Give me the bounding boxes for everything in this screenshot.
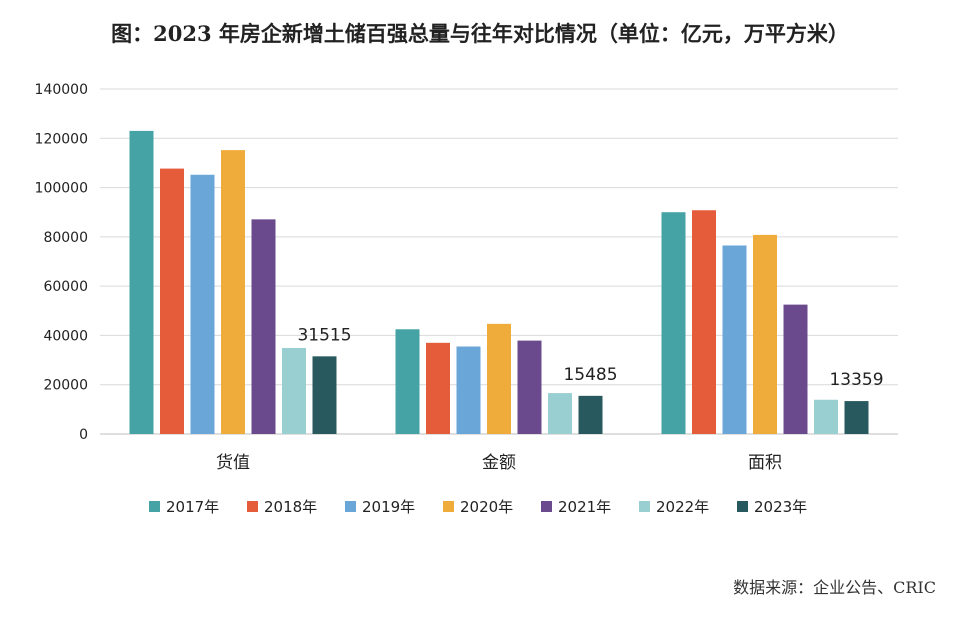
bar xyxy=(814,399,838,434)
bar xyxy=(190,174,215,434)
y-tick-label: 80000 xyxy=(43,230,88,246)
chart-title: 图：2023 年房企新增土储百强总量与往年对比情况（单位：亿元，万平方米） xyxy=(111,21,849,46)
y-tick-label: 100000 xyxy=(35,181,88,197)
bar xyxy=(426,342,450,434)
y-tick-label: 120000 xyxy=(35,131,88,147)
legend-swatch xyxy=(149,501,160,512)
bar xyxy=(221,150,245,434)
bar xyxy=(722,245,747,434)
legend-swatch xyxy=(737,501,748,512)
bar xyxy=(692,210,716,434)
data-label: 31515 xyxy=(297,325,351,345)
y-tick-label: 40000 xyxy=(43,328,88,344)
source-note: 数据来源：企业公告、CRIC xyxy=(733,578,936,597)
legend-label: 2021年 xyxy=(558,498,611,516)
bar xyxy=(487,323,511,434)
legend-swatch xyxy=(247,501,258,512)
bar xyxy=(251,219,276,434)
legend-label: 2020年 xyxy=(460,498,513,516)
bar xyxy=(753,234,777,434)
bar xyxy=(312,356,337,434)
legend-label: 2018年 xyxy=(264,498,317,516)
bar xyxy=(783,304,808,434)
legend-label: 2023年 xyxy=(754,498,807,516)
bar xyxy=(456,346,481,434)
x-category-label: 货值 xyxy=(216,453,250,473)
data-label: 15485 xyxy=(563,365,617,385)
bar xyxy=(282,347,306,434)
legend-label: 2017年 xyxy=(166,498,219,516)
y-tick-label: 60000 xyxy=(43,279,88,295)
legend-swatch xyxy=(443,501,454,512)
bar xyxy=(160,168,184,434)
legend-label: 2019年 xyxy=(362,498,415,516)
bar xyxy=(395,329,420,434)
data-label: 13359 xyxy=(829,370,883,390)
y-tick-label: 0 xyxy=(79,427,88,443)
legend-swatch xyxy=(345,501,356,512)
legend-swatch xyxy=(541,501,552,512)
x-category-label: 面积 xyxy=(748,453,782,473)
legend-swatch xyxy=(639,501,650,512)
y-tick-label: 20000 xyxy=(43,378,88,394)
legend-label: 2022年 xyxy=(656,498,709,516)
bar xyxy=(661,212,686,434)
y-tick-label: 140000 xyxy=(35,82,88,98)
bar xyxy=(129,130,154,434)
x-category-label: 金额 xyxy=(482,453,516,473)
bar xyxy=(517,340,542,434)
bar xyxy=(578,395,603,434)
bar xyxy=(548,393,572,434)
bar xyxy=(844,401,869,434)
